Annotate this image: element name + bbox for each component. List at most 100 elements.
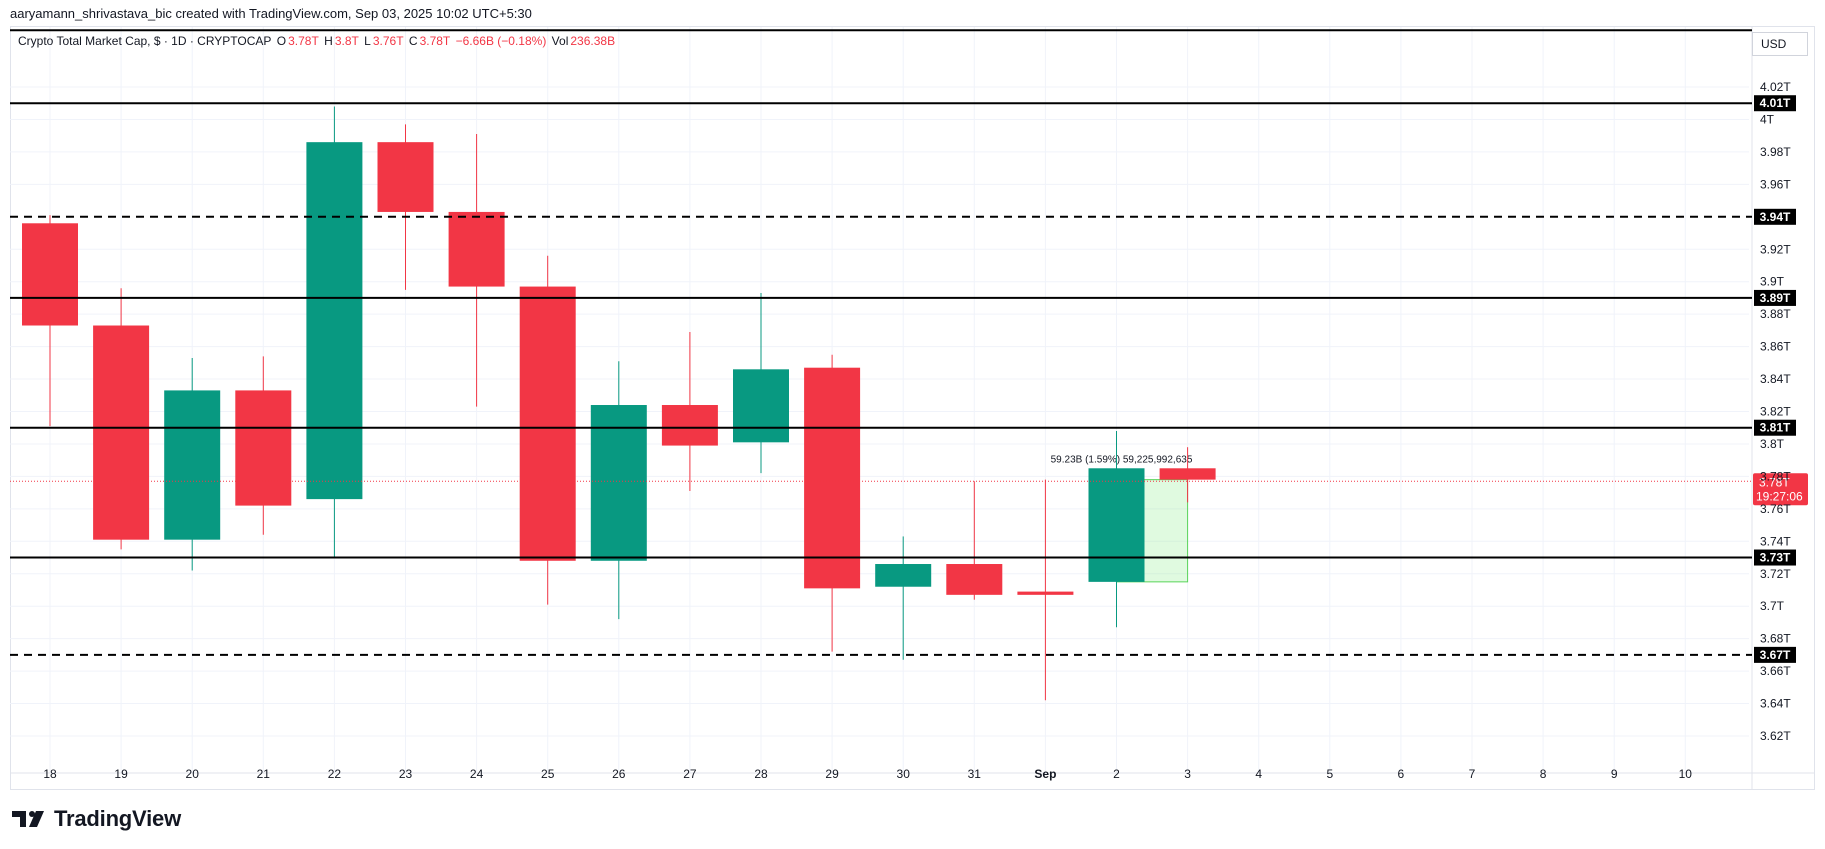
x-tick-label: 31 <box>968 767 982 781</box>
candle-body <box>519 286 576 561</box>
attribution-text: aaryamann_shrivastava_bic created with T… <box>10 6 532 21</box>
y-tick-label: 3.82T <box>1760 405 1791 419</box>
x-tick-label: 7 <box>1469 767 1476 781</box>
legend-close-value: 3.78T <box>419 34 451 48</box>
candle-body <box>377 142 434 212</box>
y-tick-label: 3.62T <box>1760 729 1791 743</box>
y-tick-label: 3.68T <box>1760 632 1791 646</box>
y-tick-label: 3.74T <box>1760 534 1791 548</box>
legend-open-label: O <box>276 34 287 48</box>
y-tick-label: 3.72T <box>1760 567 1791 581</box>
level-badge <box>1754 419 1796 436</box>
candle-body <box>661 405 718 446</box>
price-badge <box>1753 473 1808 506</box>
candle <box>235 356 292 535</box>
x-tick-label: 3 <box>1184 767 1191 781</box>
candle-body <box>590 405 647 561</box>
candle <box>519 255 576 605</box>
y-tick-label: 3.64T <box>1760 697 1791 711</box>
axis-layer: 4.02T 4T 3.98T 3.96T 3.92T 3.9T 3.88T 3.86T 3.84… <box>43 80 1791 781</box>
candle-layer <box>22 106 1216 701</box>
legend-volume-label: Vol <box>551 34 569 48</box>
candle <box>164 357 221 571</box>
brand-name: TradingView <box>54 806 181 831</box>
x-tick-label: 9 <box>1611 767 1618 781</box>
candle <box>93 288 150 550</box>
level-badge-label: 3.94T <box>1760 210 1791 224</box>
candle <box>448 134 505 407</box>
candle <box>1017 479 1074 701</box>
y-tick-label: 4.02T <box>1760 80 1791 94</box>
y-tick-label: 3.66T <box>1760 664 1791 678</box>
legend-change: −6.66B (−0.18%) <box>455 34 547 48</box>
y-tick-label: 3.84T <box>1760 372 1791 386</box>
candle-body <box>235 390 292 506</box>
x-tick-label: 27 <box>683 767 697 781</box>
candle-body <box>1017 591 1074 595</box>
y-tick-label: 3.96T <box>1760 177 1791 191</box>
candle-body <box>93 325 150 540</box>
candle <box>590 361 647 620</box>
x-tick-label: 22 <box>328 767 342 781</box>
x-tick-label: 4 <box>1255 767 1262 781</box>
tradingview-logo-icon <box>12 811 44 827</box>
x-tick-label: 18 <box>43 767 57 781</box>
level-badge <box>1754 95 1796 112</box>
candle <box>733 293 789 474</box>
legend-high-label: H <box>324 34 333 48</box>
level-layer: 4.01T3.94T3.89T3.81T3.73T3.67T3.78T19:27… <box>10 29 1808 663</box>
currency-button[interactable]: USD <box>1752 32 1808 56</box>
legend-low-label: L <box>364 34 371 48</box>
legend-volume-value: 236.38B <box>570 34 616 48</box>
candle-body <box>1159 468 1216 480</box>
y-tick-label: 3.92T <box>1760 242 1791 256</box>
candle <box>377 124 434 290</box>
y-tick-label: 3.78T <box>1760 469 1791 483</box>
x-tick-label: 23 <box>399 767 413 781</box>
y-tick-label: 3.7T <box>1760 599 1785 613</box>
x-tick-label: 5 <box>1326 767 1333 781</box>
x-tick-label: 2 <box>1113 767 1120 781</box>
measure-label: 59.23B (1.59%) 59,225,992,635 <box>1051 455 1193 466</box>
tradingview-logo[interactable]: TradingView <box>12 806 181 832</box>
symbol-legend[interactable]: Crypto Total Market Cap, $ · 1D · CRYPTO… <box>18 34 617 48</box>
candle <box>306 106 363 558</box>
candle <box>804 354 861 652</box>
candle-body <box>1088 468 1145 582</box>
level-badge <box>1754 289 1796 306</box>
candle <box>22 215 78 427</box>
candle-body <box>22 223 78 326</box>
legend-symbol[interactable]: Crypto Total Market Cap, $ · 1D · CRYPTO… <box>18 34 272 48</box>
level-badge-label: 3.89T <box>1760 291 1791 305</box>
chart-pane[interactable] <box>10 26 1815 790</box>
candle <box>661 331 718 492</box>
candle-body <box>448 211 505 287</box>
x-tick-label: 24 <box>470 767 484 781</box>
candle <box>946 481 1003 600</box>
y-tick-label: 3.76T <box>1760 502 1791 516</box>
candle-body <box>164 390 221 540</box>
candle-body <box>306 142 363 500</box>
legend-open-value: 3.78T <box>288 34 319 48</box>
x-tick-label: 19 <box>114 767 128 781</box>
x-tick-label: 29 <box>825 767 839 781</box>
x-tick-label: 10 <box>1679 767 1693 781</box>
level-badge-label: 4.01T <box>1760 96 1791 110</box>
x-tick-label: 25 <box>541 767 555 781</box>
legend-low-value: 3.76T <box>372 34 404 48</box>
candle-body <box>875 564 932 587</box>
price-badge-countdown: 19:27:06 <box>1756 489 1803 503</box>
candle <box>1159 447 1216 503</box>
level-badge <box>1754 549 1796 566</box>
x-tick-label: 8 <box>1540 767 1547 781</box>
x-tick-label: 6 <box>1398 767 1405 781</box>
y-tick-label: 3.98T <box>1760 145 1791 159</box>
x-tick-label: 21 <box>257 767 271 781</box>
x-tick-label: 20 <box>186 767 200 781</box>
level-badge <box>1754 646 1796 663</box>
y-tick-label: 3.86T <box>1760 340 1791 354</box>
legend-high-value: 3.8T <box>334 34 359 48</box>
candle-body <box>733 369 789 443</box>
x-tick-label: 26 <box>612 767 626 781</box>
